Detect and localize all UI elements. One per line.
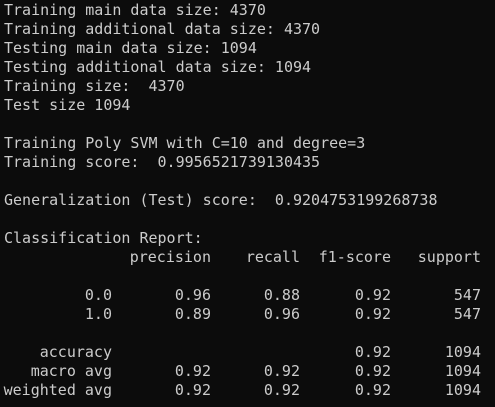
report-cell: 547 xyxy=(453,305,481,323)
report-cell: 1094 xyxy=(444,362,481,380)
report-cell: 0.88 xyxy=(263,286,300,304)
report-cell: 0.92 xyxy=(263,381,300,399)
report-cell: 0.92 xyxy=(174,381,211,399)
report-cell: 0.89 xyxy=(174,305,211,323)
report-row-label: weighted avg xyxy=(3,381,112,399)
output-line: Training main data size: 4370 xyxy=(4,1,266,19)
report-cell: 0.92 xyxy=(263,362,300,380)
output-line: Generalization (Test) score: 0.920475319… xyxy=(4,191,438,209)
report-cell: 0.96 xyxy=(174,286,211,304)
report-row-label: macro avg xyxy=(30,362,112,380)
report-cell: 0.92 xyxy=(354,381,391,399)
output-line: Testing main data size: 1094 xyxy=(4,39,257,57)
output-line: Testing additional data size: 1094 xyxy=(4,58,312,76)
output-line: Training Poly SVM with C=10 and degree=3 xyxy=(4,134,366,152)
report-cell: 547 xyxy=(453,286,481,304)
report-column-header: f1-score xyxy=(318,248,391,266)
report-cell: 1094 xyxy=(444,343,481,361)
report-cell: 0.96 xyxy=(263,305,300,323)
report-cell: 0.92 xyxy=(354,362,391,380)
report-column-header: precision xyxy=(129,248,211,266)
report-cell: 0.92 xyxy=(354,286,391,304)
output-line: Training size: 4370 xyxy=(4,77,185,95)
report-cell: 0.92 xyxy=(354,305,391,323)
output-line: Training score: 0.9956521739130435 xyxy=(4,153,321,171)
output-line: Training additional data size: 4370 xyxy=(4,20,321,38)
report-cell: 1094 xyxy=(444,381,481,399)
report-cell: 0.92 xyxy=(354,343,391,361)
report-row-label: accuracy xyxy=(39,343,112,361)
report-cell: 0.92 xyxy=(174,362,211,380)
report-row-label: 1.0 xyxy=(84,305,112,323)
output-line: Classification Report: xyxy=(4,229,203,247)
report-column-header: recall xyxy=(245,248,300,266)
report-column-header: support xyxy=(417,248,481,266)
report-row-label: 0.0 xyxy=(84,286,112,304)
output-line: Test size 1094 xyxy=(4,96,131,114)
